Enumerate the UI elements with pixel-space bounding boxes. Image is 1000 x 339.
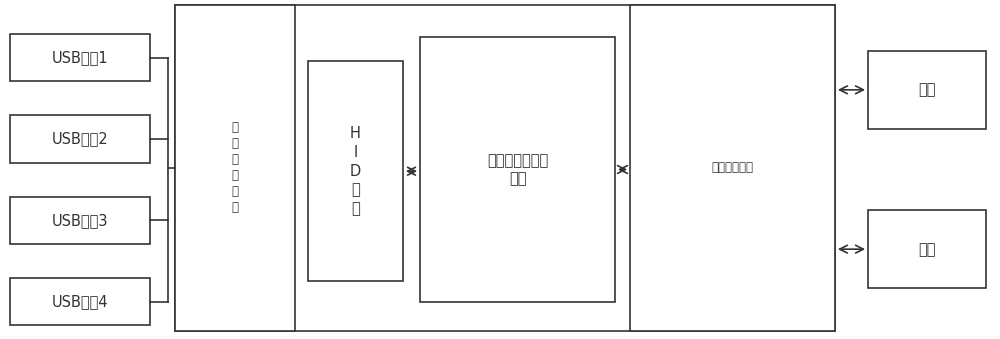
Text: USB主机4: USB主机4 [52,294,108,309]
Text: USB主机2: USB主机2 [52,132,108,146]
Bar [630,5,835,331]
Text: USB主机1: USB主机1 [52,50,108,65]
Bar [868,210,986,288]
Text: USB主机3: USB主机3 [52,213,108,228]
Bar [175,5,295,331]
Bar [175,5,835,331]
Bar [420,37,615,302]
Bar [10,197,150,244]
Text: H
I
D
单
元: H I D 单 元 [350,126,361,216]
Bar [10,278,150,325]
Bar [10,34,150,81]
Text: 鼠标: 鼠标 [918,242,936,257]
Bar [868,51,986,129]
Bar [10,115,150,163]
Bar [308,61,403,281]
Text: 键盘: 键盘 [918,82,936,97]
Text: 数据转换兼控制
模块: 数据转换兼控制 模块 [487,153,548,186]
Text: 第一通讯模块: 第一通讯模块 [712,161,754,174]
Text: 第
二
通
讯
模
块: 第 二 通 讯 模 块 [232,121,239,214]
